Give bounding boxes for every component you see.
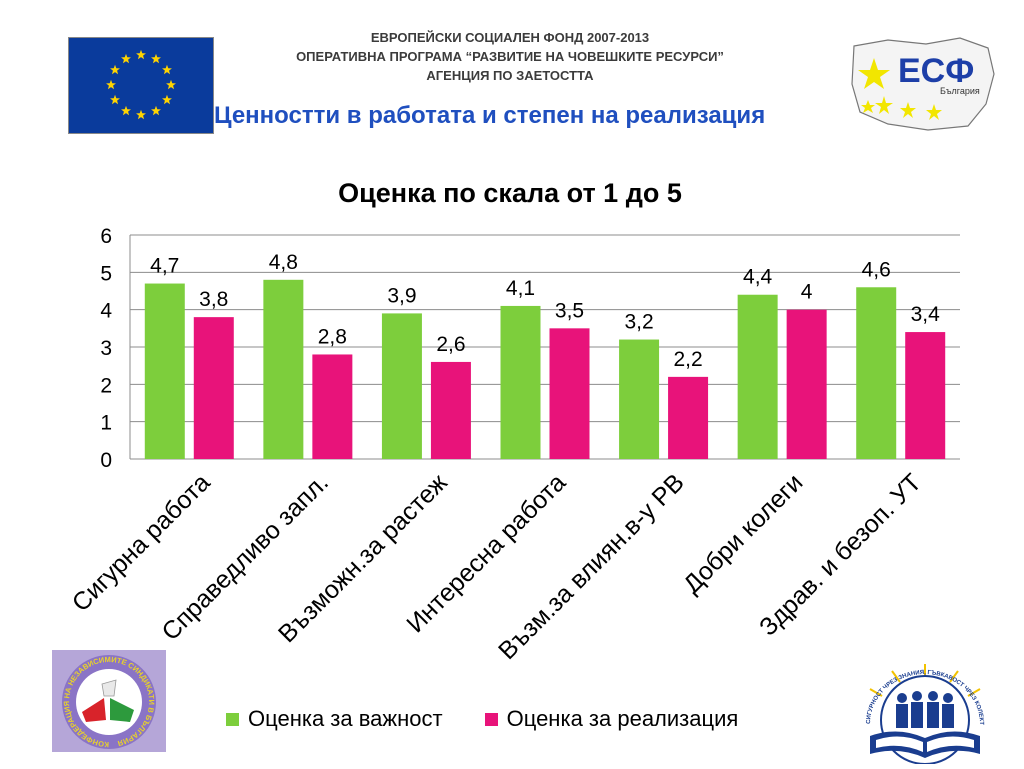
data-label: 3,8 bbox=[199, 288, 228, 311]
data-label: 2,6 bbox=[436, 333, 465, 356]
y-tick-label: 6 bbox=[100, 225, 112, 248]
data-label: 4,8 bbox=[269, 251, 298, 274]
data-label: 3,5 bbox=[555, 299, 584, 322]
esf-logo-text: ЕСФ bbox=[898, 52, 974, 90]
legend-item-importance: Оценка за важност bbox=[226, 706, 443, 732]
category-label: Добри колеги bbox=[678, 468, 808, 598]
bar-importance bbox=[381, 313, 422, 459]
eu-flag-logo bbox=[68, 37, 214, 134]
slide-title: Ценностти в работата и степен на реализа… bbox=[214, 102, 766, 129]
data-label: 4,7 bbox=[150, 255, 179, 278]
legend-swatch-importance bbox=[226, 712, 239, 726]
data-label: 3,4 bbox=[911, 303, 941, 326]
eu-star-icon bbox=[151, 53, 161, 64]
eu-star-icon bbox=[162, 64, 172, 75]
bar-importance bbox=[144, 283, 185, 459]
data-label: 4,6 bbox=[862, 258, 891, 281]
y-tick-label: 1 bbox=[100, 412, 112, 435]
data-label: 4 bbox=[801, 281, 813, 304]
esf-logo-subtext: България bbox=[940, 86, 980, 96]
eu-star-icon bbox=[151, 105, 161, 116]
header-line-3: АГЕНЦИЯ ПО ЗАЕТОСТТА bbox=[426, 68, 594, 83]
book-logo: СИГУРНОСТ ЧРЕЗ ЗНАНИЯ, ГЪВКАВОСТ ЧРЕЗ КО… bbox=[848, 658, 1000, 765]
data-label: 4,4 bbox=[743, 266, 773, 289]
chart-legend: Оценка за важност Оценка за реализация bbox=[226, 706, 738, 732]
eu-star-icon bbox=[121, 105, 131, 116]
chart-title: Оценка по скала от 1 до 5 bbox=[338, 178, 682, 208]
header-block: ЕВРОПЕЙСКИ СОЦИАЛЕН ФОНД 2007-2013 ОПЕРА… bbox=[230, 28, 790, 85]
y-tick-label: 3 bbox=[100, 337, 112, 360]
legend-label-realization: Оценка за реализация bbox=[506, 706, 739, 731]
data-label: 2,2 bbox=[673, 348, 702, 371]
eu-star-icon bbox=[162, 94, 172, 105]
bar-realization bbox=[549, 328, 590, 459]
bar-importance bbox=[500, 305, 541, 459]
bar-importance bbox=[263, 279, 304, 459]
bar-realization bbox=[668, 376, 709, 459]
eu-star-icon bbox=[110, 94, 120, 105]
bar-realization bbox=[193, 317, 234, 459]
y-tick-label: 0 bbox=[100, 449, 112, 472]
data-label: 4,1 bbox=[506, 277, 535, 300]
bar-realization bbox=[905, 332, 946, 459]
esf-logo: ЕСФ България bbox=[848, 34, 998, 134]
header-line-1: ЕВРОПЕЙСКИ СОЦИАЛЕН ФОНД 2007-2013 bbox=[370, 30, 650, 45]
header-line-2: ОПЕРАТИВНА ПРОГРАМА “РАЗВИТИЕ НА ЧОВЕШКИ… bbox=[296, 49, 724, 64]
bar-realization bbox=[786, 309, 827, 459]
y-tick-label: 5 bbox=[100, 262, 112, 285]
y-tick-label: 4 bbox=[100, 300, 112, 323]
bar-importance bbox=[619, 339, 660, 459]
legend-item-realization: Оценка за реализация bbox=[484, 706, 739, 732]
bar-realization bbox=[312, 354, 353, 459]
data-label: 3,2 bbox=[624, 311, 653, 334]
eu-star-icon bbox=[136, 49, 146, 60]
union-logo: КОНФЕДЕРАЦИЯ НА НЕЗАВИСИМИТЕ СИНДИКАТИ В… bbox=[52, 650, 166, 752]
eu-star-icon bbox=[136, 109, 146, 120]
eu-star-icon bbox=[110, 64, 120, 75]
eu-star-icon bbox=[166, 79, 176, 90]
legend-label-importance: Оценка за важност bbox=[248, 706, 443, 731]
y-tick-label: 2 bbox=[100, 374, 112, 397]
bar-importance bbox=[737, 294, 778, 459]
eu-star-icon bbox=[106, 79, 116, 90]
data-label: 2,8 bbox=[318, 325, 347, 348]
eu-star-icon bbox=[121, 53, 131, 64]
bar-realization bbox=[430, 361, 471, 459]
legend-swatch-realization bbox=[484, 712, 498, 726]
data-label: 3,9 bbox=[387, 284, 416, 307]
bar-importance bbox=[856, 287, 897, 459]
